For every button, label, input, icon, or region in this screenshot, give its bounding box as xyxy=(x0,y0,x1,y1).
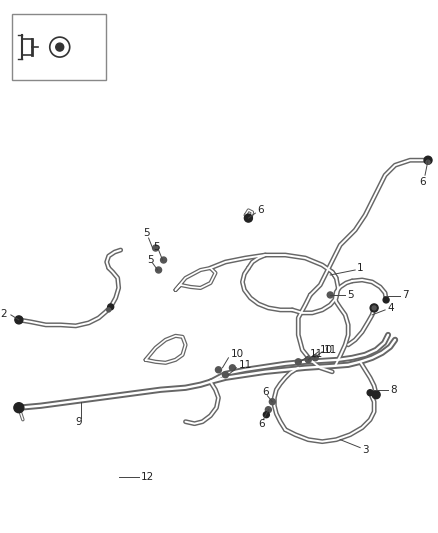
Text: 10: 10 xyxy=(230,349,244,359)
Text: 11: 11 xyxy=(310,349,324,359)
Text: 11: 11 xyxy=(238,360,252,370)
Circle shape xyxy=(424,156,432,164)
Text: 5: 5 xyxy=(347,290,354,300)
Text: 5: 5 xyxy=(147,255,154,265)
Text: 1: 1 xyxy=(357,263,364,273)
Circle shape xyxy=(230,365,235,371)
Circle shape xyxy=(367,390,373,395)
Text: 4: 4 xyxy=(387,303,394,313)
Text: 11: 11 xyxy=(324,345,338,355)
Circle shape xyxy=(327,292,333,298)
Text: 6: 6 xyxy=(258,419,265,429)
Circle shape xyxy=(15,316,23,324)
Circle shape xyxy=(370,304,378,312)
Text: 5: 5 xyxy=(143,228,150,238)
Circle shape xyxy=(152,245,159,251)
Circle shape xyxy=(161,257,166,263)
Circle shape xyxy=(269,399,276,405)
Circle shape xyxy=(312,355,318,361)
Text: 6: 6 xyxy=(420,177,426,187)
Circle shape xyxy=(107,308,111,312)
Circle shape xyxy=(155,267,162,273)
Circle shape xyxy=(383,297,389,303)
Text: 12: 12 xyxy=(141,472,154,481)
Circle shape xyxy=(14,403,24,413)
Text: 5: 5 xyxy=(153,242,160,252)
Text: 2: 2 xyxy=(0,309,7,319)
Text: 6: 6 xyxy=(258,205,264,215)
Circle shape xyxy=(426,160,430,164)
Text: 9: 9 xyxy=(75,417,82,427)
Bar xyxy=(12,14,106,80)
Circle shape xyxy=(56,43,64,51)
Circle shape xyxy=(265,407,272,413)
Text: 3: 3 xyxy=(362,445,369,455)
Circle shape xyxy=(372,306,376,310)
Text: 6: 6 xyxy=(262,387,268,397)
Circle shape xyxy=(223,372,229,378)
Circle shape xyxy=(372,391,380,399)
Circle shape xyxy=(215,367,222,373)
Text: 7: 7 xyxy=(402,290,409,300)
Text: 8: 8 xyxy=(390,385,397,395)
Text: 10: 10 xyxy=(320,345,333,355)
Circle shape xyxy=(295,359,301,365)
Circle shape xyxy=(305,357,311,363)
Circle shape xyxy=(263,411,269,418)
Circle shape xyxy=(108,304,114,310)
Circle shape xyxy=(244,214,252,222)
